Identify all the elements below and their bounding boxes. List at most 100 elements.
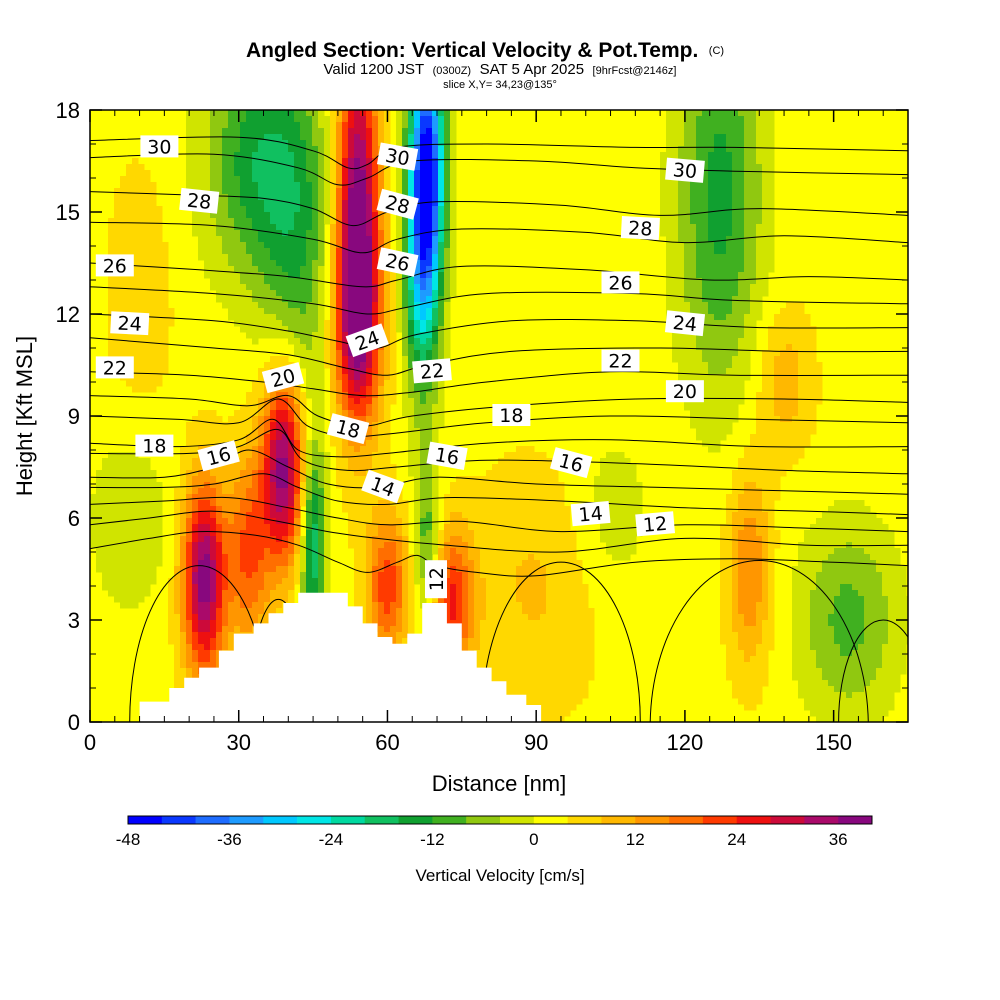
heatmap-cell (462, 536, 469, 543)
heatmap-cell (192, 452, 199, 459)
heatmap-cell (246, 410, 253, 417)
heatmap-cell (732, 140, 739, 147)
heatmap-cell (450, 182, 457, 189)
heatmap-cell (426, 116, 433, 123)
heatmap-cell (672, 200, 679, 207)
heatmap-cell (672, 224, 679, 231)
heatmap-cell (738, 128, 745, 135)
heatmap-cell (132, 224, 139, 231)
heatmap-cell (420, 152, 427, 159)
heatmap-cell (528, 518, 535, 525)
heatmap-cell (750, 446, 757, 453)
heatmap-cell (318, 248, 325, 255)
heatmap-cell (708, 272, 715, 279)
heatmap-cell (252, 470, 259, 477)
heatmap-cell (342, 500, 349, 507)
heatmap-cell (714, 380, 721, 387)
heatmap-cell (108, 494, 115, 501)
heatmap-cell (426, 440, 433, 447)
heatmap-cell (270, 524, 277, 531)
heatmap-cell (390, 398, 397, 405)
heatmap-cell (768, 362, 775, 369)
heatmap-cell (426, 230, 433, 237)
heatmap-cell (534, 542, 541, 549)
heatmap-cell (132, 464, 139, 471)
heatmap-cell (246, 524, 253, 531)
heatmap-cell (396, 128, 403, 135)
heatmap-cell (306, 320, 313, 327)
heatmap-cell (726, 392, 733, 399)
heatmap-cell (402, 338, 409, 345)
heatmap-cell (762, 266, 769, 273)
heatmap-cell (144, 356, 151, 363)
heatmap-cell (384, 410, 391, 417)
heatmap-cell (378, 416, 385, 423)
heatmap-cell (300, 170, 307, 177)
heatmap-cell (240, 212, 247, 219)
heatmap-cell (432, 260, 439, 267)
heatmap-cell (276, 410, 283, 417)
heatmap-cell (666, 278, 673, 285)
heatmap-cell (696, 428, 703, 435)
heatmap-cell (126, 200, 133, 207)
heatmap-cell (516, 518, 523, 525)
heatmap-cell (186, 518, 193, 525)
heatmap-cell (306, 182, 313, 189)
heatmap-cell (234, 290, 241, 297)
heatmap-cell (282, 254, 289, 261)
heatmap-cell (696, 254, 703, 261)
heatmap-cell (750, 242, 757, 249)
heatmap-cell (606, 482, 613, 489)
heatmap-cell (750, 332, 757, 339)
heatmap-cell (294, 428, 301, 435)
heatmap-cell (312, 470, 319, 477)
heatmap-cell (792, 368, 799, 375)
heatmap-cell (414, 428, 421, 435)
heatmap-cell (330, 194, 337, 201)
heatmap-cell (768, 110, 775, 117)
heatmap-cell (324, 494, 331, 501)
heatmap-cell (300, 266, 307, 273)
heatmap-cell (312, 398, 319, 405)
heatmap-cell (612, 512, 619, 519)
heatmap-cell (354, 182, 361, 189)
heatmap-cell (270, 218, 277, 225)
heatmap-cell (450, 482, 457, 489)
heatmap-cell (624, 518, 631, 525)
heatmap-cell (192, 482, 199, 489)
heatmap-cell (414, 326, 421, 333)
heatmap-cell (132, 356, 139, 363)
heatmap-cell (192, 224, 199, 231)
heatmap-cell (690, 230, 697, 237)
heatmap-cell (372, 428, 379, 435)
heatmap-cell (378, 362, 385, 369)
heatmap-cell (246, 170, 253, 177)
heatmap-cell (348, 206, 355, 213)
heatmap-cell (738, 356, 745, 363)
heatmap-cell (210, 110, 217, 117)
heatmap-cell (738, 260, 745, 267)
heatmap-cell (294, 308, 301, 315)
heatmap-cell (120, 542, 127, 549)
heatmap-cell (540, 530, 547, 537)
heatmap-cell (726, 350, 733, 357)
heatmap-cell (810, 326, 817, 333)
heatmap-cell (192, 122, 199, 129)
heatmap-cell (258, 488, 265, 495)
heatmap-cell (720, 284, 727, 291)
heatmap-cell (696, 218, 703, 225)
heatmap-cell (408, 416, 415, 423)
heatmap-cell (750, 518, 757, 525)
heatmap-cell (684, 116, 691, 123)
heatmap-cell (756, 536, 763, 543)
heatmap-cell (120, 530, 127, 537)
heatmap-cell (258, 392, 265, 399)
heatmap-cell (192, 542, 199, 549)
heatmap-cell (516, 536, 523, 543)
heatmap-cell (132, 482, 139, 489)
heatmap-cell (150, 380, 157, 387)
heatmap-cell (420, 404, 427, 411)
heatmap-cell (318, 116, 325, 123)
heatmap-cell (270, 260, 277, 267)
heatmap-cell (276, 416, 283, 423)
